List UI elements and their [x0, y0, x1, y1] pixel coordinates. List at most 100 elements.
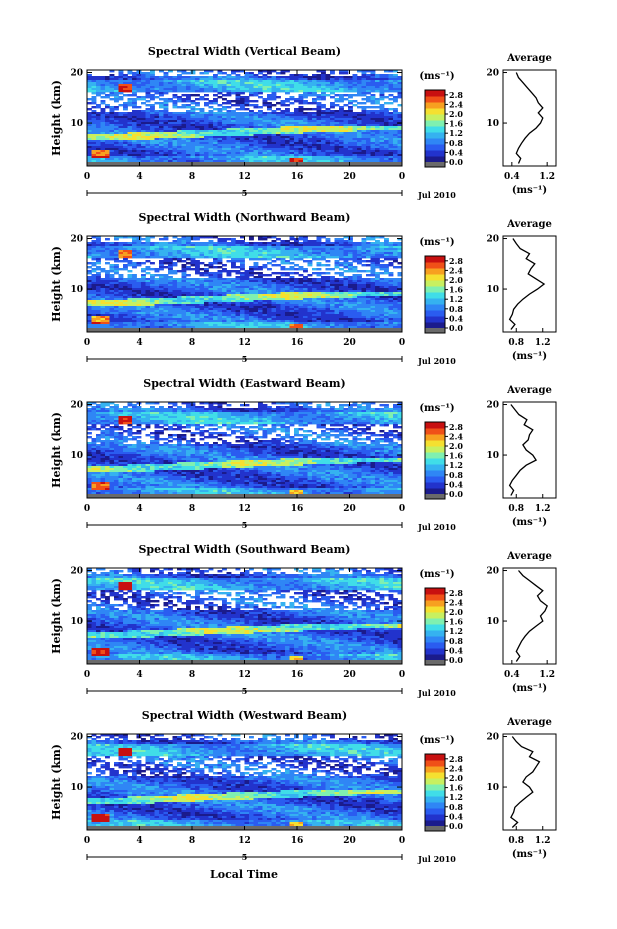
heatmap-cell: [262, 136, 268, 139]
heatmap-cell: [132, 284, 137, 287]
heatmap-cell: [150, 304, 155, 307]
heatmap-cell: [208, 236, 214, 239]
heatmap-cell: [379, 110, 385, 113]
heatmap-cell: [87, 144, 92, 147]
heatmap-cell: [298, 246, 304, 249]
heatmap-cell: [199, 142, 205, 145]
heatmap-cell: [132, 74, 137, 77]
heatmap-cell: [334, 154, 340, 157]
heatmap-cell: [334, 118, 340, 121]
heatmap-cell: [303, 248, 308, 251]
heatmap-cell: [307, 282, 313, 285]
heatmap-cell: [307, 94, 313, 97]
heatmap-cell: [289, 272, 295, 275]
heatmap-cell: [316, 132, 322, 135]
heatmap-cell: [195, 294, 200, 297]
heatmap-cell: [186, 152, 191, 155]
heatmap-cell: [325, 272, 331, 275]
heatmap-cell: [303, 254, 308, 257]
heatmap-cell: [136, 152, 142, 155]
heatmap-cell: [312, 108, 317, 111]
heatmap-cell: [253, 158, 259, 161]
heatmap-cell: [249, 300, 254, 303]
heatmap-cell: [258, 302, 263, 305]
heatmap-cell: [352, 142, 358, 145]
heatmap-cell: [366, 302, 371, 305]
heatmap-cell: [289, 84, 295, 87]
heatmap-cell: [339, 160, 344, 163]
heatmap-cell: [316, 88, 322, 91]
heatmap-cell: [168, 84, 173, 87]
heatmap-cell: [87, 262, 92, 265]
heatmap-cell: [258, 162, 263, 165]
heatmap-cell: [298, 102, 304, 105]
heatmap-cell: [330, 256, 335, 259]
heatmap-cell: [91, 140, 97, 143]
heatmap-cell: [195, 108, 200, 111]
heatmap-cell: [141, 98, 146, 101]
heatmap-cell: [289, 304, 295, 307]
heatmap-cell: [217, 150, 223, 153]
heatmap-cell: [91, 268, 97, 271]
heatmap-cell: [96, 94, 101, 97]
heatmap-cell: [159, 98, 164, 101]
heatmap-cell: [375, 134, 380, 137]
heatmap-cell: [339, 278, 344, 281]
heatmap-cell: [109, 88, 115, 91]
heatmap-cell: [195, 288, 200, 291]
heatmap-cell: [271, 140, 277, 143]
heatmap-cell: [357, 244, 362, 247]
heatmap-cell: [258, 90, 263, 93]
heatmap-cell: [181, 106, 187, 109]
heatmap-cell: [375, 114, 380, 117]
heatmap-cell: [303, 280, 308, 283]
heatmap-cell: [379, 264, 385, 267]
heatmap-cell: [375, 264, 380, 267]
heatmap-cell: [127, 278, 133, 281]
heatmap-cell: [366, 158, 371, 161]
heatmap-cell: [352, 130, 358, 133]
heatmap-cell: [276, 290, 281, 293]
heatmap-cell: [303, 304, 308, 307]
heatmap-cell: [366, 270, 371, 273]
heatmap-cell: [141, 128, 146, 131]
heatmap-cell: [388, 112, 394, 115]
heatmap-cell: [379, 78, 385, 81]
heatmap-cell: [267, 70, 272, 73]
heatmap-cell: [262, 118, 268, 121]
heatmap-cell: [370, 282, 376, 285]
heatmap-cell: [154, 162, 160, 165]
heatmap-cell: [276, 142, 281, 145]
heatmap-cell: [343, 294, 349, 297]
heatmap-cell: [289, 162, 295, 165]
heatmap-cell: [100, 298, 106, 301]
heatmap-cell: [181, 282, 187, 285]
heatmap-cell: [168, 260, 173, 263]
heatmap-cell: [276, 144, 281, 147]
heatmap-cell: [379, 142, 385, 145]
heatmap-cell: [276, 244, 281, 247]
heatmap-cell: [321, 284, 326, 287]
heatmap-cell: [316, 282, 322, 285]
heatmap-cell: [208, 248, 214, 251]
heatmap-cell: [370, 162, 376, 165]
heatmap-cell: [163, 280, 169, 283]
heatmap-cell: [159, 70, 164, 73]
heatmap-cell: [348, 276, 353, 279]
heatmap-cell: [163, 252, 169, 255]
heatmap-cell: [231, 146, 236, 149]
heatmap-cell: [393, 146, 398, 149]
heatmap-cell: [114, 146, 119, 149]
heatmap-cell: [136, 142, 142, 145]
heatmap-cell: [114, 142, 119, 145]
heatmap-cell: [132, 276, 137, 279]
heatmap-cell: [132, 304, 137, 307]
heatmap-cell: [348, 254, 353, 257]
heatmap-cell: [321, 242, 326, 245]
heatmap-cell: [87, 150, 92, 153]
heatmap-cell: [375, 282, 380, 285]
heatmap-cell: [199, 114, 205, 117]
heatmap-cell: [348, 162, 353, 165]
heatmap-cell: [195, 90, 200, 93]
heatmap-cell: [379, 96, 385, 99]
